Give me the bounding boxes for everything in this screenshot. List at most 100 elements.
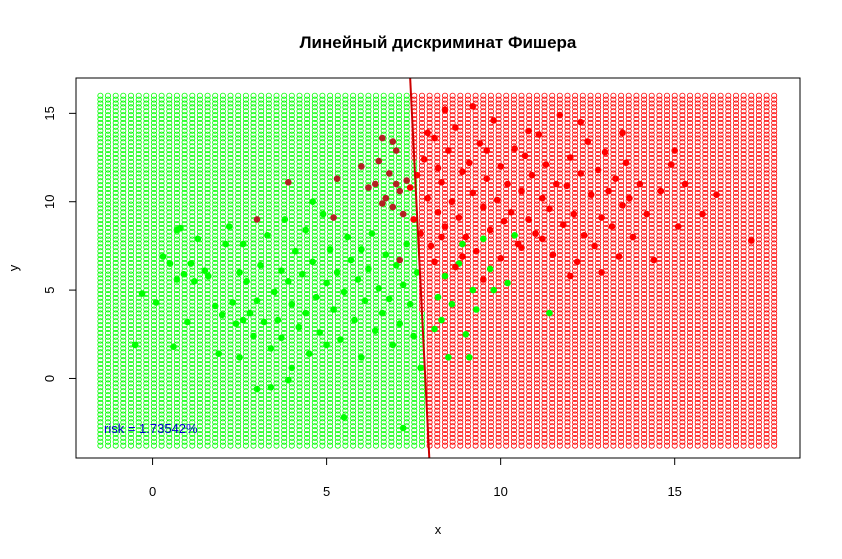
grid-marker [204,415,211,422]
grid-marker [541,411,548,418]
grid-marker [710,427,717,434]
grid-marker [120,442,127,449]
grid-marker [311,415,318,422]
grid-marker [411,438,418,445]
grid-marker [717,427,724,434]
grid-marker [288,442,295,449]
grid-marker [265,411,272,418]
grid-marker [342,434,349,441]
grid-marker [763,430,770,437]
grid-marker [755,423,762,430]
grid-marker [388,423,395,430]
grid-marker [510,407,517,414]
grid-marker [212,423,219,430]
grid-marker [204,407,211,414]
grid-marker [273,442,280,449]
grid-marker [181,438,188,445]
grid-marker [755,430,762,437]
grid-marker [702,442,709,449]
grid-marker [181,419,188,426]
grid-marker [464,415,471,422]
grid-marker [740,438,747,445]
grid-marker [411,419,418,426]
grid-marker [610,442,617,449]
grid-marker [189,419,196,426]
grid-marker [564,415,571,422]
grid-marker [388,442,395,449]
grid-marker [365,415,372,422]
grid-marker [127,419,134,426]
grid-marker [311,419,318,426]
grid-marker [395,442,402,449]
grid-marker [327,427,334,434]
grid-marker [755,411,762,418]
grid-marker [710,430,717,437]
grid-marker [327,434,334,441]
grid-marker [181,430,188,437]
grid-marker [755,434,762,441]
grid-marker [549,411,556,418]
grid-marker [748,438,755,445]
grid-marker [740,442,747,449]
grid-marker [204,438,211,445]
grid-marker [288,434,295,441]
grid-marker [411,411,418,418]
grid-marker [725,423,732,430]
grid-marker [311,427,318,434]
grid-marker [717,411,724,418]
grid-marker [702,415,709,422]
grid-marker [97,438,104,445]
grid-marker [350,415,357,422]
grid-marker [503,427,510,434]
grid-marker [189,423,196,430]
grid-marker [273,427,280,434]
grid-marker [556,423,563,430]
grid-marker [181,415,188,422]
grid-marker [189,438,196,445]
grid-marker [418,438,425,445]
grid-marker [533,407,540,414]
grid-marker [380,411,387,418]
grid-marker [380,438,387,445]
grid-marker [602,438,609,445]
grid-marker [296,423,303,430]
grid-marker [671,442,678,449]
grid-marker [135,430,142,437]
grid-marker [648,411,655,418]
grid-marker [112,407,119,414]
grid-marker [503,411,510,418]
grid-marker [219,415,226,422]
grid-marker [311,434,318,441]
grid-marker [725,438,732,445]
grid-marker [265,419,272,426]
grid-marker [418,430,425,437]
grid-marker [418,415,425,422]
grid-marker [487,442,494,449]
grid-marker [173,419,180,426]
grid-marker [418,442,425,449]
grid-marker [158,415,165,422]
grid-marker [549,438,556,445]
grid-marker [150,427,157,434]
grid-marker [166,442,173,449]
grid-marker [464,423,471,430]
grid-marker [327,411,334,418]
grid-marker [710,423,717,430]
grid-marker [181,434,188,441]
grid-marker [219,423,226,430]
grid-marker [196,415,203,422]
grid-marker [135,411,142,418]
grid-marker [212,411,219,418]
grid-marker [495,438,502,445]
grid-marker [771,419,778,426]
grid-marker [763,434,770,441]
grid-marker [694,442,701,449]
grid-marker [181,427,188,434]
grid-marker [97,407,104,414]
grid-marker [357,427,364,434]
grid-marker [710,411,717,418]
grid-marker [633,430,640,437]
grid-marker [656,438,663,445]
grid-marker [426,434,433,441]
grid-marker [112,423,119,430]
